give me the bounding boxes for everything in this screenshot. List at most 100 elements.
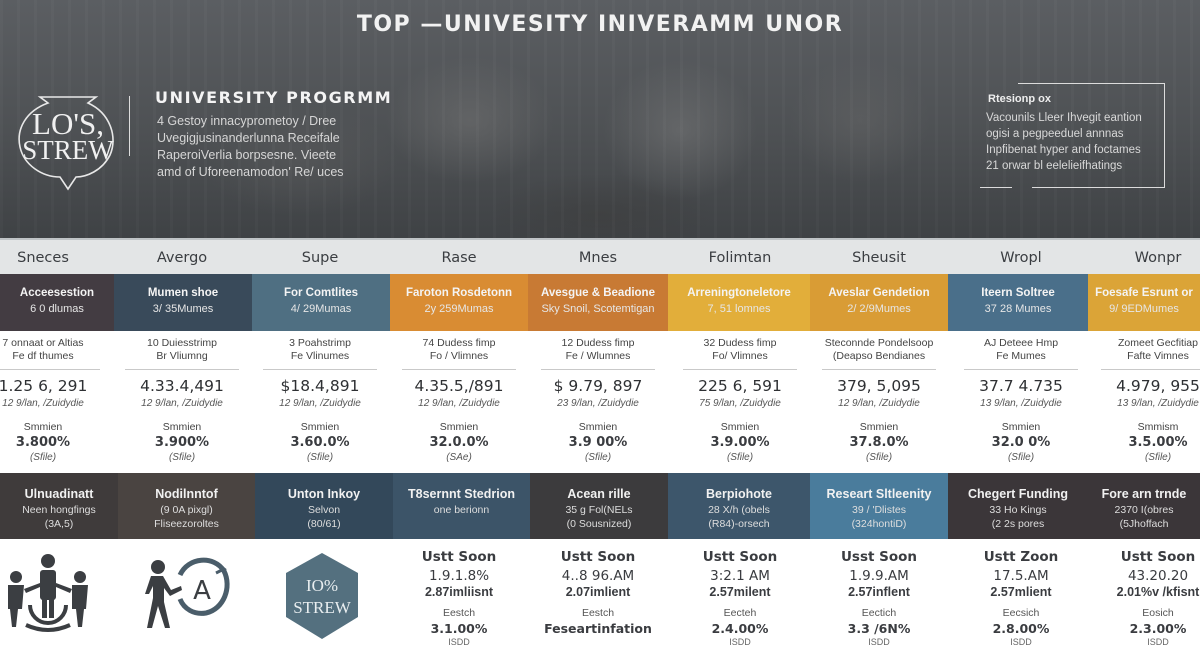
stat-label: Eecsich xyxy=(1002,607,1040,619)
program-band[interactable]: Fore arn trnde 2370 I(obres (5Jhoffach xyxy=(1088,473,1200,539)
category-band: Mumen shoe 3/ 35Mumes xyxy=(114,274,252,331)
stat-subtext: 12 9/lan, /Zuidydie xyxy=(141,398,223,409)
program-band[interactable]: Acean rille 35 g Fol(NELs (0 Sousnized) xyxy=(530,473,668,539)
stat-cell: 74 Dudess fimp Fo / Vlimnes 4.35.5,/891 12 … xyxy=(394,331,524,473)
stat-percent: 3.1.00% xyxy=(430,621,488,636)
detail-line-1: 3 Poahstrimp xyxy=(289,337,351,349)
stat-label: Smmien xyxy=(1001,421,1041,433)
stat-note: (Sfile) xyxy=(584,452,612,463)
stat-cell: 10 Duiesstrimp Br Vliumng 4.33.4,491 12 9/l… xyxy=(117,331,247,473)
column-header[interactable]: Mnes xyxy=(578,250,618,266)
stat-note: (Sfile) xyxy=(1144,452,1172,463)
program-band[interactable]: Ulnuadinatt Neen hongfings (3A,5) xyxy=(0,473,118,539)
stat-note: ISDD xyxy=(448,637,470,647)
category-band: Aveslar Gendetion 2/ 2/9Mumes xyxy=(810,274,948,331)
info-text: Vacounils Lleer Ihvegit eantion ogisi a … xyxy=(986,112,1142,172)
stat-percent: 3.3 /6N% xyxy=(847,621,911,636)
category-band: Acceesestion 6 0 dlumas xyxy=(0,274,114,331)
program-block: UNIVERSITY PROGRMM 4 Gestoy innacypromet… xyxy=(136,88,392,181)
stat-label: Eectich xyxy=(861,607,897,619)
category-subtitle: 37 28 Mumes xyxy=(984,303,1052,315)
stat-note: (Sfile) xyxy=(168,452,196,463)
stat-secondary: 2.01%v /kfisnt xyxy=(1116,585,1200,599)
program-band-title: Berpiohote xyxy=(706,487,772,501)
stat-cell: 12 Dudess fimp Fe / Wlumnes $ 9.79, 897 23 … xyxy=(533,331,663,473)
program-band[interactable]: Chegert Funding 33 Ho Kings (2 2s pores xyxy=(948,473,1088,539)
stat-value: 4.979, 955 xyxy=(1116,377,1200,395)
divider xyxy=(822,369,936,370)
program-stat: Ustt Soon 43.20.20 2.01%v /kfisnt Eosich 2.3… xyxy=(1088,539,1200,654)
stat-note: (Sfile) xyxy=(865,452,893,463)
person-grade-a-icon: A xyxy=(136,539,232,654)
stat-note: ISDD xyxy=(1010,637,1032,647)
divider xyxy=(402,369,516,370)
detail-line-2: Fe Vlinumes xyxy=(290,350,350,362)
stat-label: Smmism xyxy=(1137,421,1179,433)
stat-percent: 3.60.0% xyxy=(290,435,350,450)
stat-heading: Usst Soon xyxy=(840,549,918,565)
stat-label: Eecteh xyxy=(723,607,757,619)
logo-text: LO'S, STREW xyxy=(22,106,114,165)
program-band[interactable]: T8sernnt Stedrion one berionn xyxy=(393,473,530,539)
table-header-row: Sneces Avergo Supe Rase Mnes Folimtan Sheusit W… xyxy=(0,238,1200,274)
category-subtitle: Sky Snoil, Scotemtigan xyxy=(541,303,655,315)
stat-label: Smmien xyxy=(859,421,899,433)
logo: LO'S, STREW xyxy=(14,91,122,191)
program-band-title: Acean rille xyxy=(567,487,631,501)
program-band-line-2: (5Jhoffach xyxy=(1119,518,1169,530)
detail-line-1: 32 Dudess fimp xyxy=(703,337,777,349)
category-subtitle: 2y 259Mumas xyxy=(424,303,494,315)
program-stat: Ustt Zoon 17.5.AM 2.57mlient Eecsich 2.8.00%… xyxy=(951,539,1091,654)
stat-cell: 7 onnaat or Altias Fe df thumes 1.25 6, 29… xyxy=(0,331,108,473)
category-subtitle: 7, 51 lomnes xyxy=(707,303,771,315)
detail-line-1: 74 Dudess fimp xyxy=(422,337,496,349)
column-header[interactable]: Folimtan xyxy=(708,250,772,266)
program-stat: Ustt Soon 3:2.1 AM 2.57milent Eecteh 2.4.00%… xyxy=(670,539,810,654)
column-header[interactable]: Avergo xyxy=(156,250,208,266)
divider xyxy=(125,369,239,370)
stat-value: 37.7 4.735 xyxy=(979,377,1063,395)
stat-percent: 37.8.0% xyxy=(849,435,909,450)
program-band-line-2: (80/61) xyxy=(307,518,341,530)
program-stat: Usst Soon 1.9.9.AM 2.57inflent Eectich 3.3 /… xyxy=(809,539,949,654)
stat-subtext: 12 9/lan, /Zuidydie xyxy=(2,398,84,409)
stat-heading: Ustt Soon xyxy=(1120,549,1196,565)
program-band[interactable]: Unton Inkoy Selvon (80/61) xyxy=(255,473,393,539)
stat-percent: Feseartinfation xyxy=(544,621,652,636)
stat-label: Smmien xyxy=(300,421,340,433)
column-header[interactable]: Wonpr xyxy=(1134,250,1182,266)
category-title: Faroton Rosdetonn xyxy=(405,287,513,299)
program-description: 4 Gestoy innacyprometoy / Dree Uvegigjus… xyxy=(157,114,344,179)
stat-value: 43.20.20 xyxy=(1127,568,1189,584)
program-band-line-2: (2 2s pores xyxy=(991,518,1045,530)
program-band[interactable]: Nodilnntof (9 0A pixgl) Fliseezoroltes xyxy=(118,473,255,539)
column-header[interactable]: Wropl xyxy=(1000,250,1042,266)
divider xyxy=(263,369,377,370)
column-header[interactable]: Supe xyxy=(301,250,339,266)
stat-value: 1.9.9.AM xyxy=(849,568,909,584)
column-header[interactable]: Sneces xyxy=(17,250,69,266)
program-band[interactable]: Researt Sltleenity 39 / 'Dlistes (324honti… xyxy=(810,473,948,539)
program-band-line-2: (324hontiD) xyxy=(851,518,907,530)
category-subtitle: 2/ 2/9Mumes xyxy=(847,303,911,315)
stat-label: Smmien xyxy=(578,421,618,433)
stat-cell: Steconnde Pondelsoop (Deapso Bendianes 379… xyxy=(814,331,944,473)
column-header[interactable]: Rase xyxy=(441,250,477,266)
detail-line-2: Fe Mumes xyxy=(996,350,1046,362)
detail-line-2: Fafte Vimnes xyxy=(1127,350,1189,362)
divider xyxy=(1101,369,1200,370)
column-header[interactable]: Sheusit xyxy=(852,250,906,266)
stat-secondary: 2.57milent xyxy=(709,585,771,599)
stat-subtext: 12 9/lan, /Zuidydie xyxy=(279,398,361,409)
stat-label: Smmien xyxy=(720,421,760,433)
category-subtitle: 3/ 35Mumes xyxy=(152,303,214,315)
detail-line-1: Zomeet Gecfitiap xyxy=(1118,337,1198,349)
stat-value: 3:2.1 AM xyxy=(710,568,770,584)
stat-percent: 3.9.00% xyxy=(710,435,770,450)
program-band[interactable]: Berpiohote 28 X/h (obels (R84)-orsech xyxy=(668,473,810,539)
detail-line-2: Fe df thumes xyxy=(12,350,74,362)
group-people-icon xyxy=(0,539,96,654)
program-band-line-2: (R84)-orsech xyxy=(708,518,770,530)
stat-note: (Sfile) xyxy=(29,452,57,463)
detail-line-2: Fo / Vlimnes xyxy=(429,350,489,362)
